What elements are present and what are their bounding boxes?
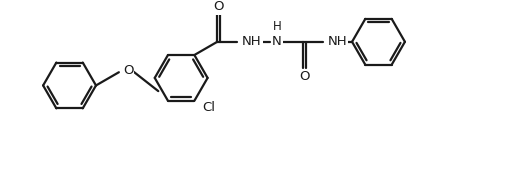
- Text: O: O: [213, 0, 224, 13]
- Text: O: O: [299, 70, 309, 83]
- Text: NH: NH: [327, 35, 347, 48]
- Text: O: O: [123, 64, 134, 77]
- Text: H: H: [274, 20, 282, 33]
- Text: NH: NH: [242, 35, 261, 48]
- Text: N: N: [272, 35, 282, 48]
- Text: Cl: Cl: [202, 101, 215, 114]
